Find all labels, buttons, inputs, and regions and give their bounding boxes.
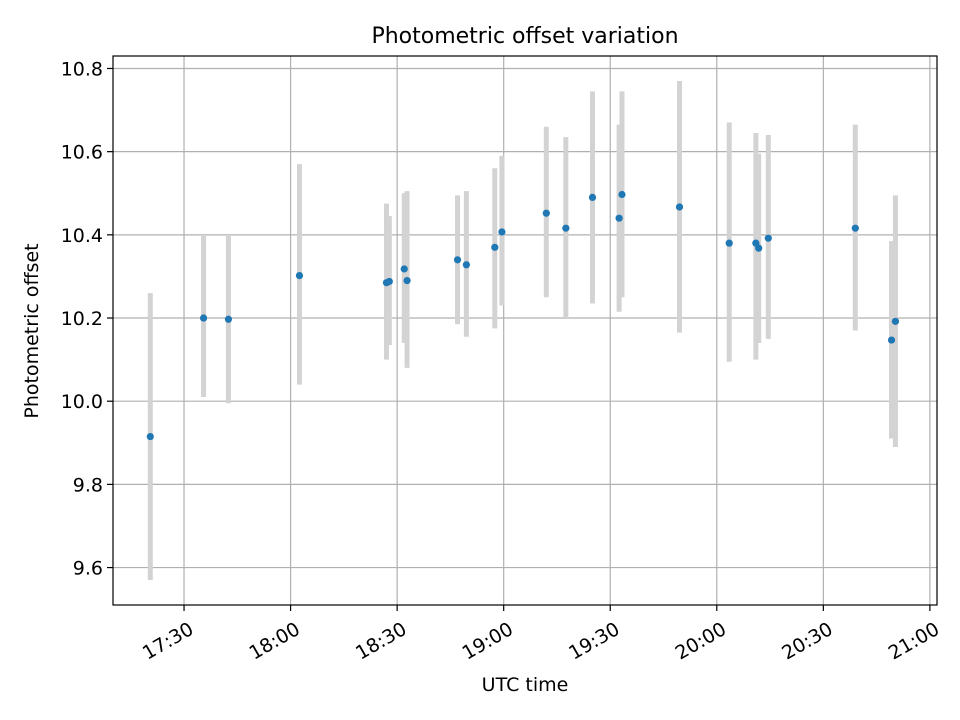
data-point: [562, 224, 570, 232]
data-point: [755, 244, 763, 252]
data-point: [491, 243, 499, 251]
data-point: [146, 432, 154, 441]
y-tick-label: 10.6: [61, 142, 103, 164]
y-tick-label: 10.0: [61, 391, 103, 413]
data-points: [146, 190, 900, 441]
y-axis-label: Photometric offset: [21, 243, 43, 418]
y-axis-ticks: 9.6 9.8 10.0 10.2 10.4 10.6 10.8: [61, 58, 113, 580]
chart-title: Photometric offset variation: [371, 24, 678, 49]
axes-frame: [112, 55, 938, 606]
data-point: [385, 277, 393, 286]
data-point: [851, 224, 859, 232]
y-tick-label: 10.8: [61, 58, 103, 80]
data-point: [615, 214, 623, 222]
data-point: [453, 256, 462, 264]
data-point: [887, 336, 896, 344]
x-axis-label: UTC time: [482, 674, 569, 696]
data-point: [400, 265, 408, 273]
data-point: [542, 209, 550, 217]
data-point: [224, 315, 233, 323]
y-tick-label: 10.2: [61, 308, 103, 330]
data-point: [295, 272, 304, 280]
data-point: [199, 314, 208, 322]
data-point: [725, 239, 733, 247]
y-tick-label: 10.4: [61, 225, 103, 247]
y-tick-label: 9.8: [73, 474, 103, 496]
data-point: [891, 317, 900, 325]
data-point: [403, 276, 411, 285]
data-point: [462, 261, 470, 269]
data-point: [498, 228, 506, 236]
y-tick-label: 9.6: [73, 558, 103, 580]
data-point: [588, 193, 597, 202]
data-point: [675, 203, 684, 211]
data-point: [764, 234, 772, 242]
data-point: [618, 190, 626, 199]
grid: [113, 56, 937, 605]
